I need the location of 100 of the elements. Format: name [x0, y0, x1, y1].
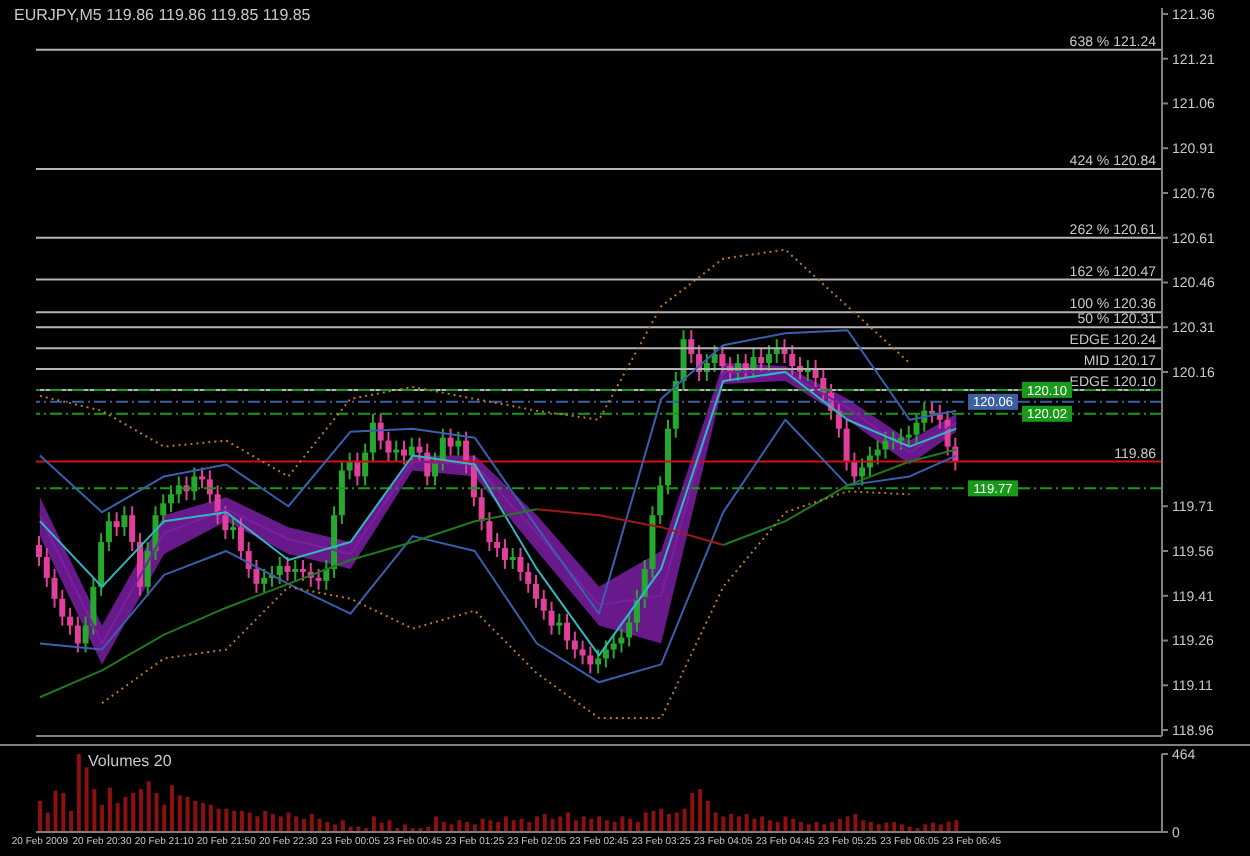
bar: [53, 790, 58, 832]
line-series: [38, 508, 538, 699]
bar: [239, 810, 244, 832]
bar: [496, 821, 501, 832]
bar: [628, 818, 633, 832]
candlestick: [765, 344, 772, 373]
candlestick: [292, 558, 299, 582]
bar: [713, 812, 718, 832]
bar: [193, 800, 198, 832]
candlestick: [525, 561, 532, 594]
bar: [705, 800, 710, 832]
bar: [224, 808, 229, 832]
bar: [457, 820, 462, 832]
candlestick: [400, 439, 407, 466]
bar: [667, 814, 672, 832]
candlestick: [494, 532, 501, 558]
bar: [177, 795, 182, 832]
bar: [550, 818, 555, 832]
bar: [138, 789, 143, 832]
bar: [294, 816, 299, 832]
bar: [38, 800, 42, 832]
candlestick: [408, 436, 415, 466]
candlestick: [626, 612, 633, 648]
candlestick: [113, 511, 120, 538]
candlestick: [501, 538, 508, 570]
bar: [286, 812, 291, 832]
bar: [488, 820, 493, 832]
candlestick: [447, 427, 454, 457]
bar: [814, 821, 819, 832]
candlestick: [750, 347, 757, 379]
bar: [325, 821, 330, 832]
bar: [208, 804, 213, 832]
candlestick: [548, 600, 555, 636]
candlestick: [905, 424, 912, 448]
line-series: [722, 448, 958, 547]
candlestick: [587, 645, 594, 675]
bar: [674, 812, 679, 832]
bar: [760, 816, 765, 832]
bar: [822, 824, 827, 832]
candlestick: [882, 430, 889, 460]
bar: [465, 821, 470, 832]
candlestick: [618, 627, 625, 654]
bar: [123, 796, 128, 832]
candlestick: [719, 344, 726, 376]
bar: [845, 816, 850, 832]
bar: [938, 824, 943, 832]
bar: [472, 824, 477, 832]
bar: [216, 808, 221, 832]
bar: [84, 767, 89, 832]
bar: [744, 814, 749, 832]
bar: [791, 818, 796, 832]
bar: [837, 818, 842, 832]
bar: [736, 816, 741, 832]
candlestick: [369, 412, 376, 463]
candlestick: [789, 344, 796, 376]
bar: [402, 824, 407, 832]
bar: [449, 824, 454, 832]
bar: [255, 816, 260, 832]
candlestick: [532, 573, 539, 609]
candlestick: [393, 439, 400, 463]
candlestick: [579, 639, 586, 666]
bar: [232, 810, 237, 832]
candlestick: [315, 567, 322, 591]
bar: [511, 820, 516, 832]
candlestick: [595, 648, 602, 675]
bar: [317, 818, 322, 832]
bar: [659, 808, 664, 832]
bar: [806, 824, 811, 832]
bar: [387, 820, 392, 832]
bar: [170, 785, 175, 832]
bar: [892, 821, 897, 832]
bar: [923, 824, 928, 832]
bar: [131, 793, 136, 832]
bar: [309, 814, 314, 832]
candlestick: [338, 460, 345, 526]
candlestick: [509, 547, 516, 570]
candlestick: [160, 493, 167, 526]
bar: [340, 820, 345, 832]
line-series: [101, 490, 911, 720]
bar: [270, 814, 275, 832]
candlestick: [564, 612, 571, 651]
candlestick: [300, 558, 307, 582]
bar: [201, 803, 206, 832]
bar: [371, 816, 376, 832]
chart-title: Volumes 20: [88, 752, 172, 770]
bar: [721, 816, 726, 832]
bar: [100, 804, 105, 832]
candlestick: [657, 475, 664, 526]
bar: [69, 810, 74, 832]
candlestick: [261, 567, 268, 594]
candlestick: [36, 535, 42, 567]
bar: [61, 793, 66, 832]
bar: [690, 793, 695, 832]
bar: [534, 816, 539, 832]
bar: [278, 816, 283, 832]
candlestick: [602, 639, 609, 669]
bar: [830, 821, 835, 832]
bar: [566, 812, 571, 832]
candlestick: [105, 511, 112, 553]
line-series: [38, 248, 911, 478]
